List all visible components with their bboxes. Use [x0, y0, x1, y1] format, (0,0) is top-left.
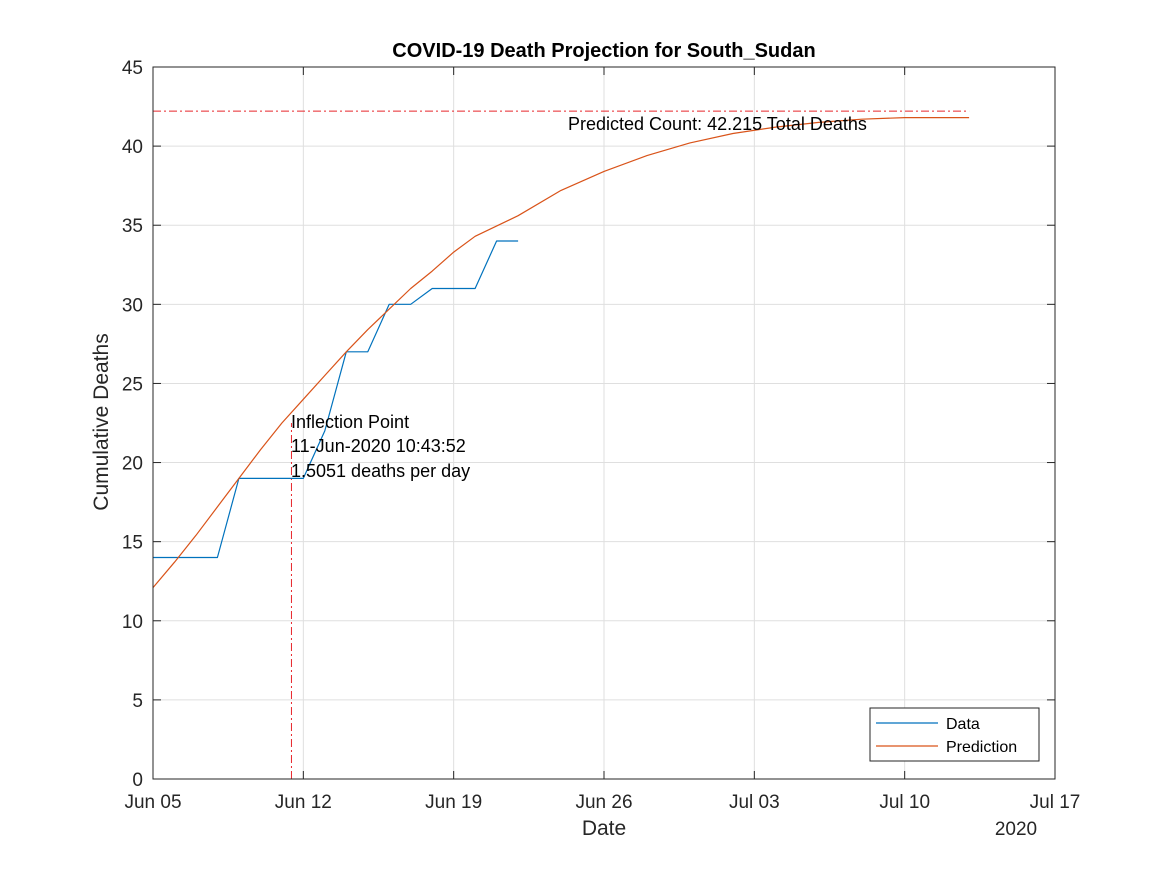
series-line-prediction: [152, 117, 970, 588]
legend-box: [869, 707, 1040, 762]
y-tick-label: 25: [122, 374, 143, 395]
x-tick-label: Jul 03: [729, 792, 780, 813]
legend: Data Prediction: [869, 707, 1040, 762]
y-tick-label: 0: [132, 770, 143, 791]
tick-labels: Jun 05 Jun 12 Jun 19 Jun 26 Jul 03 Jul 10 Jul …: [122, 58, 1080, 813]
legend-label-prediction: Prediction: [946, 739, 1017, 756]
y-tick-label: 30: [122, 295, 143, 316]
series-group: [152, 117, 970, 588]
x-tick-label: Jun 26: [575, 792, 632, 813]
x-tick-label: Jun 05: [124, 792, 181, 813]
y-tick-label: 35: [122, 216, 143, 237]
x-tick-label: Jul 10: [879, 792, 930, 813]
y-tick-label: 5: [132, 691, 143, 712]
inflection-annotation-date: 11-Jun-2020 10:43:52: [291, 436, 466, 456]
y-tick-label: 15: [122, 533, 143, 554]
x-tick-label: Jun 19: [425, 792, 482, 813]
reference-lines: [153, 110, 970, 779]
x-tick-label: Jul 17: [1030, 792, 1081, 813]
legend-label-data: Data: [946, 716, 980, 733]
inflection-annotation-title: Inflection Point: [291, 412, 409, 432]
chart-title: COVID-19 Death Projection for South_Suda…: [392, 40, 815, 62]
y-tick-label: 45: [122, 58, 143, 79]
y-tick-label: 40: [122, 137, 143, 158]
axis-ticks: [152, 66, 1056, 780]
x-tick-label: Jun 12: [275, 792, 332, 813]
inflection-annotation-rate: 1.5051 deaths per day: [291, 461, 470, 481]
y-axis-title: Cumulative Deaths: [90, 333, 113, 510]
y-tick-label: 20: [122, 454, 143, 475]
x-axis-title: Date: [582, 817, 626, 840]
predicted-count-annotation: Predicted Count: 42.215 Total Deaths: [568, 114, 867, 134]
plot-area: [152, 66, 1056, 780]
y-tick-label: 10: [122, 612, 143, 633]
x-axis-year-label: 2020: [995, 819, 1037, 840]
